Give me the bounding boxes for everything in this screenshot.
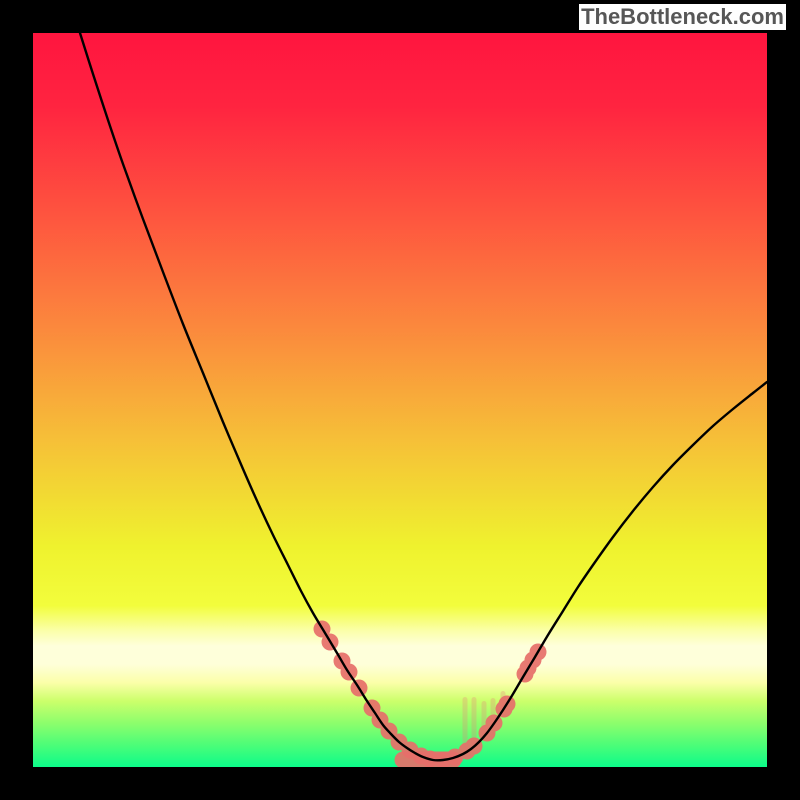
gradient-background (33, 33, 767, 767)
plot-area (33, 33, 767, 767)
chart-svg (33, 33, 767, 767)
chart-frame: TheBottleneck.com (0, 0, 800, 800)
watermark-text: TheBottleneck.com (579, 4, 786, 30)
